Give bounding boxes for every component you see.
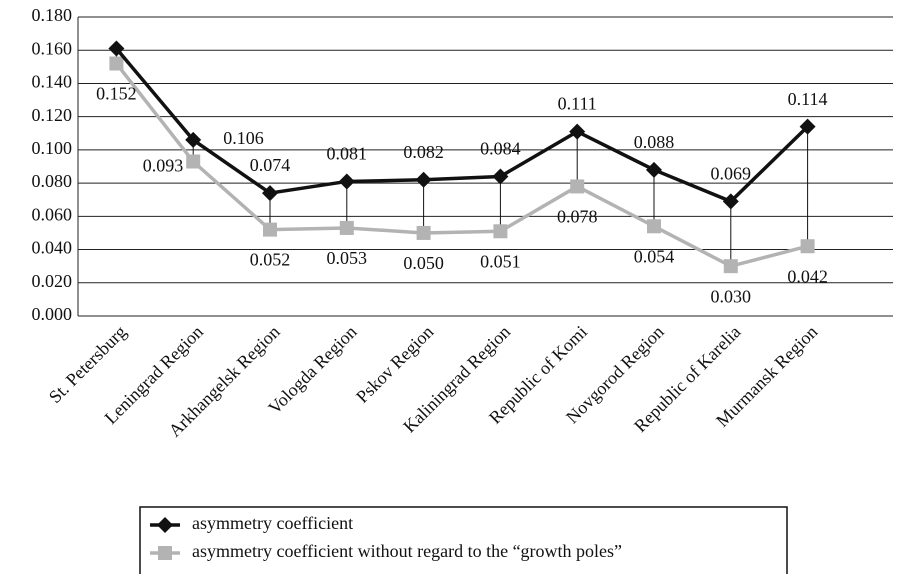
data-label: 0.051 [480, 251, 521, 271]
legend-label: asymmetry coefficient without regard to … [192, 541, 622, 561]
x-tick-label: Pskov Region [352, 322, 437, 407]
data-label: 0.082 [403, 142, 444, 162]
data-label: 0.069 [711, 164, 752, 184]
data-label: 0.114 [788, 89, 828, 109]
legend-marker [158, 546, 172, 560]
marker [800, 239, 815, 254]
marker [263, 222, 277, 237]
marker [569, 123, 586, 140]
x-tick-label: St. Petersburg [45, 322, 130, 407]
y-tick-label: 0.060 [32, 204, 73, 224]
series-line [115, 47, 809, 204]
y-tick-label: 0.020 [32, 271, 73, 291]
data-label: 0.078 [557, 207, 598, 227]
y-tick-label: 0.160 [32, 38, 73, 58]
series-line [115, 62, 809, 269]
marker [722, 193, 739, 210]
legend-marker [157, 517, 173, 533]
data-label: 0.042 [787, 266, 828, 286]
legend-box [139, 506, 788, 574]
marker [338, 173, 355, 190]
marker [799, 118, 816, 135]
marker [647, 219, 661, 234]
data-label: 0.081 [327, 144, 368, 164]
y-tick-label: 0.120 [32, 105, 73, 125]
data-label: 0.053 [327, 248, 368, 268]
marker [646, 161, 662, 178]
marker [415, 171, 432, 188]
marker [108, 40, 125, 57]
marker [570, 179, 585, 194]
data-label: 0.052 [250, 250, 291, 270]
data-label: 0.111 [558, 94, 597, 114]
marker [185, 131, 202, 148]
data-label: 0.152 [96, 84, 137, 104]
data-label: 0.088 [634, 132, 675, 152]
y-tick-label: 0.040 [32, 238, 73, 258]
marker [492, 168, 509, 185]
marker [109, 56, 124, 71]
data-label: 0.030 [711, 286, 752, 306]
data-label: 0.084 [480, 139, 521, 159]
legend-label: asymmetry coefficient [192, 513, 353, 533]
data-label: 0.054 [634, 246, 675, 266]
y-tick-label: 0.180 [32, 5, 73, 25]
data-label: 0.074 [250, 155, 291, 175]
y-tick-label: 0.100 [32, 138, 73, 158]
marker [339, 220, 354, 235]
data-label: 0.050 [403, 253, 444, 273]
y-tick-label: 0.000 [32, 304, 73, 324]
marker [416, 225, 431, 240]
marker [186, 154, 201, 169]
y-tick-label: 0.080 [32, 171, 73, 191]
y-tick-label: 0.140 [32, 72, 73, 92]
marker [262, 185, 278, 202]
data-label: 0.093 [143, 156, 184, 176]
marker [723, 259, 738, 274]
marker [493, 224, 508, 239]
data-label: 0.106 [223, 128, 264, 148]
